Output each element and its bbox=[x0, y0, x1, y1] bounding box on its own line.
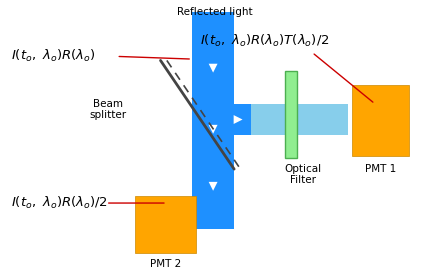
Bar bbox=[192, 104, 251, 135]
Bar bbox=[192, 11, 234, 229]
Text: PMT 2: PMT 2 bbox=[150, 259, 181, 269]
Text: $\mathit{I}(t_o,\ \lambda_o)\mathit{R}(\lambda_o)\mathit{T}(\lambda_o)/2$: $\mathit{I}(t_o,\ \lambda_o)\mathit{R}(\… bbox=[200, 33, 330, 49]
Text: PMT 1: PMT 1 bbox=[365, 164, 396, 174]
Text: Optical
Filter: Optical Filter bbox=[284, 164, 321, 185]
Text: $\mathit{I}(t_o,\ \lambda_o)\mathit{R}(\lambda_o)$: $\mathit{I}(t_o,\ \lambda_o)\mathit{R}(\… bbox=[11, 48, 96, 64]
Bar bbox=[135, 196, 196, 253]
Bar bbox=[251, 104, 348, 135]
Text: Reflected light: Reflected light bbox=[176, 7, 252, 17]
Text: Beam
splitter: Beam splitter bbox=[89, 99, 127, 120]
Text: $\mathit{I}(t_o,\ \lambda_o)\mathit{R}(\lambda_o)/2$: $\mathit{I}(t_o,\ \lambda_o)\mathit{R}(\… bbox=[11, 195, 108, 211]
Bar bbox=[352, 85, 408, 156]
Bar bbox=[285, 71, 297, 158]
